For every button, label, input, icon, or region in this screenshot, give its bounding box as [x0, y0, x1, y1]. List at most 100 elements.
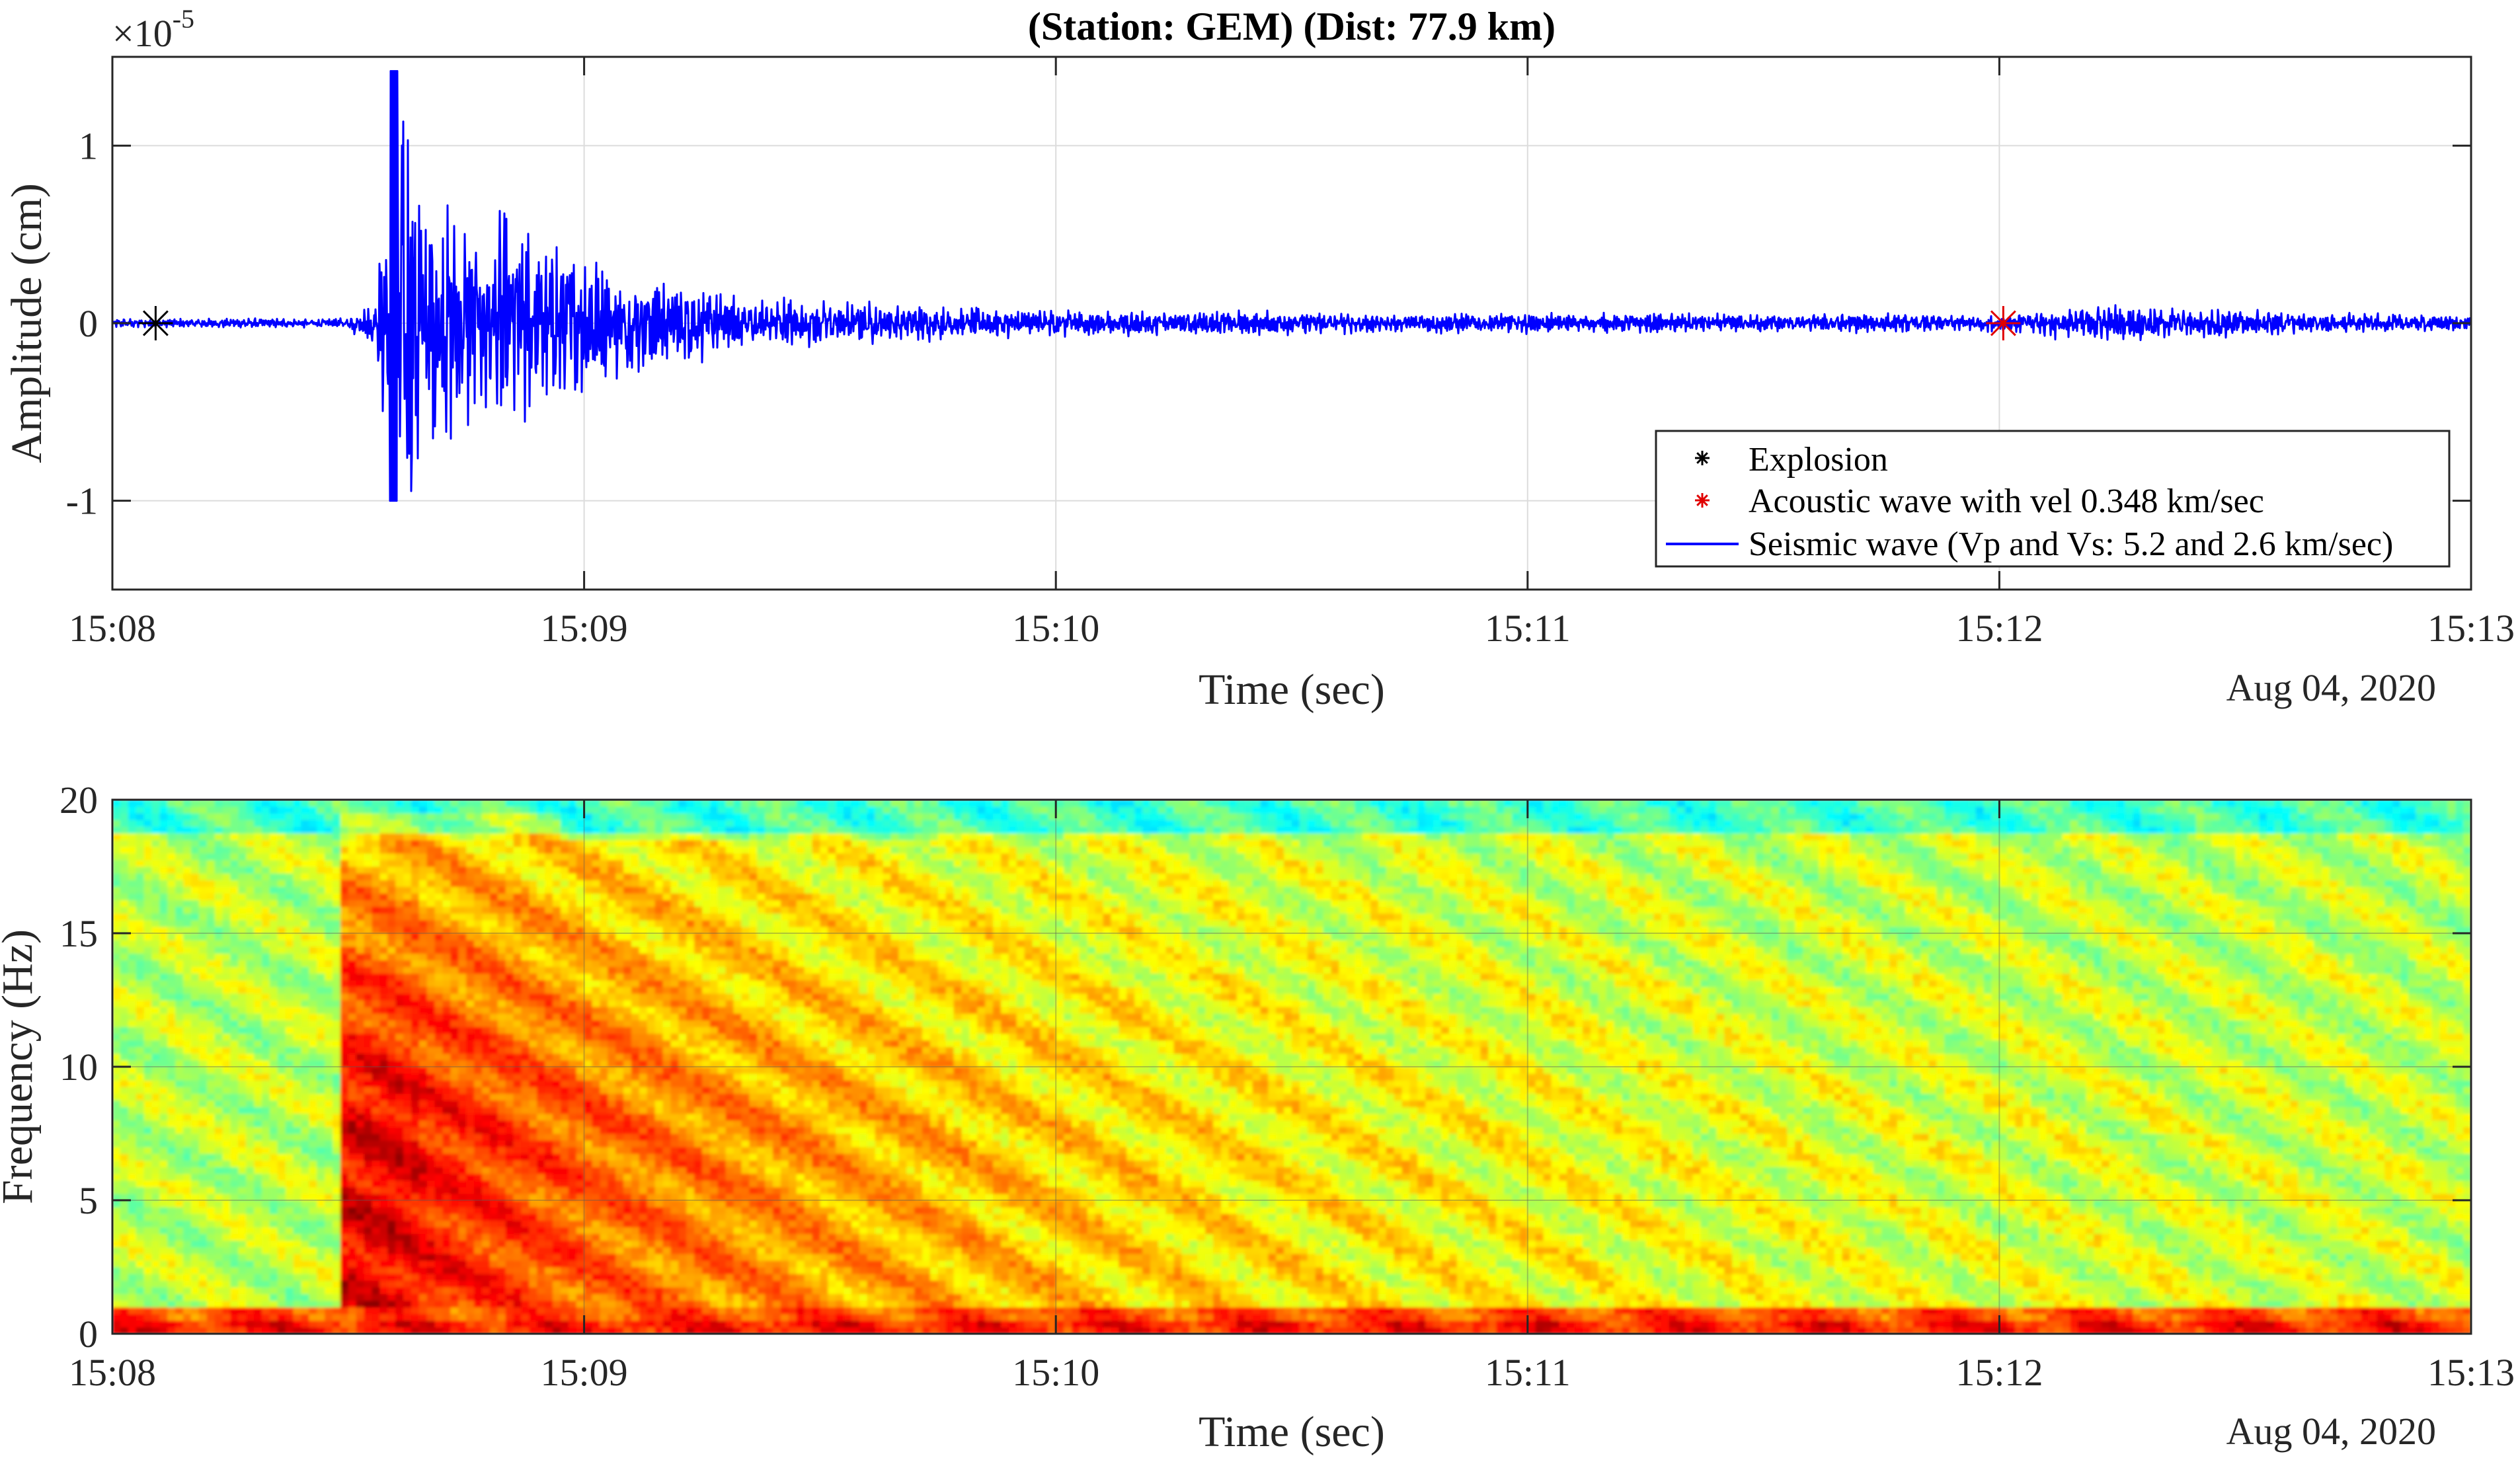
spectrogram-cell — [427, 1020, 435, 1027]
spectrogram-cell — [230, 880, 238, 887]
spectrogram-cell — [379, 1080, 387, 1087]
spectrogram-cell — [167, 1234, 175, 1241]
spectrogram-cell — [387, 1114, 395, 1121]
spectrogram-cell — [144, 1127, 152, 1134]
spectrogram-cell — [498, 907, 506, 914]
spectrogram-cell — [270, 873, 278, 880]
spectrogram-cell — [395, 1133, 403, 1141]
spectrogram-cell — [592, 1007, 600, 1014]
spectrogram-cell — [120, 1047, 128, 1054]
spectrogram-cell — [387, 1034, 395, 1041]
spectrogram-cell — [144, 1241, 152, 1248]
spectrogram-cell — [286, 1107, 294, 1114]
spectrogram-cell — [545, 820, 553, 827]
spectrogram-cell — [545, 886, 553, 894]
spectrogram-cell — [474, 1040, 482, 1048]
spectrogram-cell — [199, 860, 207, 867]
spectrogram-cell — [584, 900, 592, 907]
spectrogram-cell — [286, 1234, 294, 1241]
spectrogram-cell — [395, 1234, 403, 1241]
spectrogram-cell — [387, 1267, 395, 1274]
spectrogram-cell — [387, 1187, 395, 1194]
spectrogram-cell — [529, 1174, 537, 1181]
spectrogram-cell — [223, 927, 231, 934]
spectrogram-cell — [199, 980, 207, 987]
spectrogram-cell — [136, 1254, 144, 1261]
spectrogram-cell — [144, 1254, 152, 1261]
spectrogram-cell — [340, 1080, 348, 1087]
spectrogram-cell — [553, 1307, 561, 1315]
spectrogram-cell — [183, 1200, 191, 1208]
spectrogram-cell — [246, 974, 254, 981]
spectrogram-cell — [474, 1167, 482, 1174]
spectrogram-cell — [309, 920, 317, 927]
spectrogram-cell — [576, 860, 584, 867]
spectrogram-cell — [584, 1254, 592, 1261]
spectrogram-cell — [246, 840, 254, 847]
spectrogram-cell — [569, 1227, 576, 1234]
spectrogram-cell — [301, 1314, 309, 1321]
spectrogram-cell — [120, 920, 128, 927]
spectrogram-cell — [474, 1100, 482, 1108]
spectrogram-cell — [128, 1013, 136, 1020]
spectrogram-cell — [411, 980, 419, 987]
spectrogram-cell — [183, 1187, 191, 1194]
spectrogram-cell — [199, 826, 207, 833]
spectrogram-cell — [458, 900, 466, 907]
spectrogram-cell — [183, 1140, 191, 1147]
spectrogram-cell — [207, 1194, 215, 1201]
spectrogram-cell — [254, 1247, 262, 1254]
spectrogram-cell — [325, 1047, 333, 1054]
spectrogram-cell — [262, 1180, 270, 1188]
spectrogram-cell — [144, 1207, 152, 1214]
spectrogram-cell — [545, 1127, 553, 1134]
spectrogram-cell — [191, 900, 199, 907]
spectrogram-cell — [309, 1127, 317, 1134]
spectrogram-cell — [128, 1280, 136, 1287]
spectrogram-cell — [521, 1307, 529, 1315]
spectrogram-cell — [553, 987, 561, 994]
spectrogram-cell — [340, 806, 348, 814]
spectrogram-cell — [159, 1140, 167, 1147]
spectrogram-cell — [482, 806, 490, 814]
spectrogram-cell — [466, 1207, 474, 1214]
spectrogram-cell — [521, 800, 529, 807]
spectrogram-cell — [395, 900, 403, 907]
spectrogram-cell — [474, 1267, 482, 1274]
spectrogram-cell — [506, 960, 514, 967]
spectrogram-cell — [450, 960, 458, 967]
spectrogram-cell — [286, 1013, 294, 1020]
spectrogram-cell — [136, 946, 144, 954]
spectrogram-cell — [356, 1280, 364, 1287]
spectrogram-cell — [529, 900, 537, 907]
spectrogram-cell — [151, 1087, 159, 1094]
spectrogram-cell — [325, 1020, 333, 1027]
spectrogram-cell — [395, 1247, 403, 1254]
spectrogram-cell — [411, 1026, 419, 1034]
spectrogram-cell — [301, 1133, 309, 1141]
spectrogram-cell — [167, 1293, 175, 1301]
spectrogram-cell — [144, 953, 152, 960]
spectrogram-cell — [175, 920, 183, 927]
spectrogram-cell — [175, 880, 183, 887]
spectrogram-cell — [230, 1100, 238, 1108]
spectrogram-cell — [427, 1153, 435, 1161]
spectrogram-cell — [128, 1187, 136, 1194]
spectrogram-cell — [387, 1000, 395, 1007]
spectrogram-cell — [576, 1301, 584, 1308]
spectrogram-cell — [490, 1153, 498, 1161]
spectrogram-cell — [175, 893, 183, 900]
spectrogram-cell — [286, 886, 294, 894]
spectrogram-cell — [144, 1073, 152, 1081]
spectrogram-cell — [490, 1047, 498, 1054]
spectrogram-cell — [246, 1067, 254, 1074]
spectrogram-cell — [498, 1047, 506, 1054]
spectrogram-cell — [537, 1234, 545, 1241]
spectrogram-cell — [309, 1314, 317, 1321]
spectrogram-cell — [443, 1040, 451, 1048]
spectrogram-cell — [372, 1114, 379, 1121]
spectrogram-cell — [553, 860, 561, 867]
spectrogram-cell — [238, 1267, 246, 1274]
spectrogram-cell — [159, 806, 167, 814]
spectrogram-cell — [584, 960, 592, 967]
